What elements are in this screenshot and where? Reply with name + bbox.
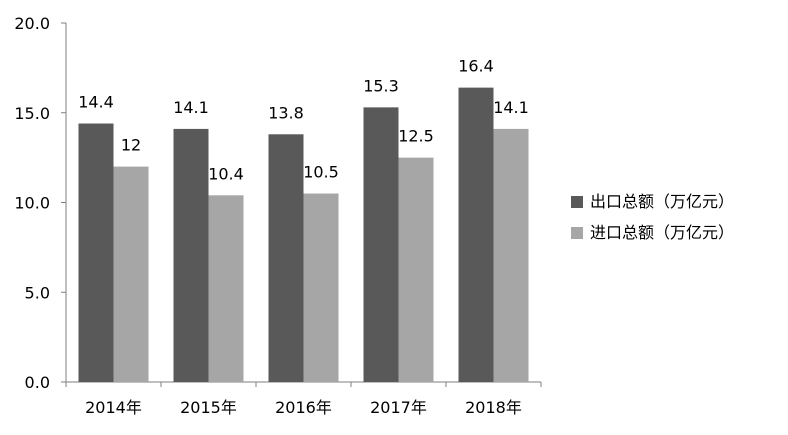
data-label-series-1: 14.4 [78, 93, 114, 112]
data-label-series-2: 10.4 [208, 164, 244, 183]
bar-series-2 [303, 193, 339, 382]
data-label-series-1: 14.1 [173, 98, 209, 117]
data-label-series-1: 16.4 [458, 57, 494, 76]
data-label-series-2: 14.1 [493, 98, 529, 117]
bar-series-1 [268, 134, 304, 382]
bar-series-1 [78, 123, 114, 383]
bar-series-2 [208, 195, 244, 382]
bar-series-2 [493, 128, 529, 382]
data-label-series-1: 13.8 [268, 103, 304, 122]
y-tick-label: 15.0 [14, 104, 50, 123]
bar-series-1 [458, 87, 494, 383]
bar-series-2 [113, 166, 149, 382]
legend-swatch-series-2 [571, 227, 583, 239]
data-label-series-1: 15.3 [363, 76, 399, 95]
data-label-series-2: 10.5 [303, 163, 339, 182]
x-category-label: 2018年 [465, 398, 522, 417]
x-category-label: 2016年 [275, 398, 332, 417]
bar-series-1 [363, 107, 399, 383]
x-category-label: 2015年 [180, 398, 237, 417]
legend-swatch-series-1 [571, 196, 583, 208]
y-tick-label: 0.0 [25, 373, 50, 392]
y-tick-label: 20.0 [14, 14, 50, 33]
legend-label-series-1: 出口总额（万亿元） [590, 192, 734, 211]
y-tick-label: 5.0 [25, 283, 50, 302]
data-label-series-2: 12.5 [398, 127, 434, 146]
legend-label-series-2: 进口总额（万亿元） [590, 223, 734, 242]
x-category-label: 2014年 [85, 398, 142, 417]
data-label-series-2: 12 [121, 136, 141, 155]
bar-series-1 [173, 128, 209, 382]
y-tick-label: 10.0 [14, 194, 50, 213]
bar-series-2 [398, 157, 434, 382]
x-category-label: 2017年 [370, 398, 427, 417]
